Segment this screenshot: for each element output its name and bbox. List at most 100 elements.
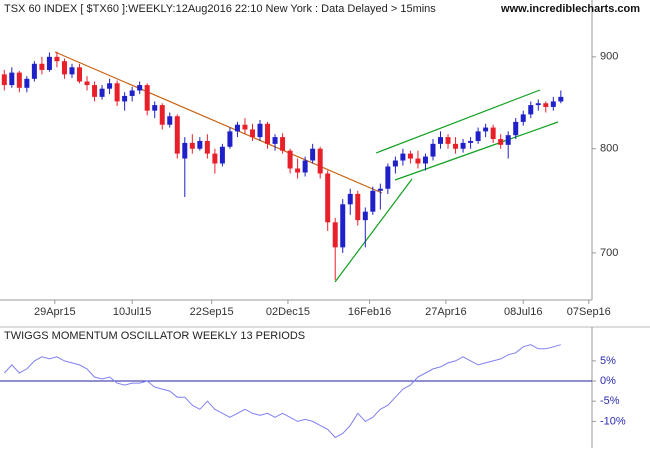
candle-body [332,222,338,248]
x-tick-label: 27Apr16 [425,306,467,318]
candle-body [107,83,113,89]
chart-title: TSX 60 INDEX [ $TX60 ]:WEEKLY:12Aug2016 … [4,3,436,15]
candle-body [204,140,210,154]
candle-body [445,137,451,144]
candle-body [39,63,45,70]
candle-body [385,166,391,189]
candle-body [430,143,436,157]
candle-body [31,63,37,79]
candle-body [362,211,368,221]
candle-body [407,153,413,159]
x-tick-label: 08Jul16 [504,306,543,318]
candle-body [310,148,316,161]
candle-body [392,160,398,167]
candle-body [302,160,308,173]
candle-body [317,148,323,174]
candle-body [249,129,255,138]
channel-bottom [394,121,559,181]
candle-body [438,137,444,144]
candle-body [182,142,188,159]
candle-body [129,90,135,96]
x-tick-label: 16Feb16 [348,306,391,318]
candle-body [174,116,180,154]
candle-body [122,95,128,102]
candle-body [325,173,331,223]
y-tick-label: 0% [600,375,616,387]
candle-body [189,142,195,149]
candle-body [219,146,225,164]
y-tick-label: -5% [600,395,620,407]
candle-body [242,124,248,130]
candle-body [272,137,278,144]
x-tick-label: 07Sep16 [567,306,611,318]
candle-body [513,121,519,136]
candle-body [295,168,301,173]
candle-body [1,74,7,86]
candle-body [197,140,203,149]
candle-body [543,103,549,107]
candle-body [46,56,52,70]
candle-body [377,188,383,191]
candle-body [212,153,218,164]
oscillator-line [3,344,561,439]
candle-body [16,72,22,88]
candle-body [152,105,158,111]
channel-top [375,89,541,154]
candle-body [159,105,165,125]
candle-body [137,85,143,91]
candle-body [558,96,564,102]
y-tick-label: 5% [600,355,616,367]
candle-body [265,123,271,144]
candle-body [400,153,406,161]
candle-body [468,140,474,143]
candle-body [77,67,83,82]
x-tick-label: 10Jul15 [113,306,152,318]
candle-body [483,127,489,132]
candle-body [347,193,353,205]
downtrend-line [54,51,383,194]
y-tick-label: 800 [600,143,618,155]
candle-body [505,135,511,145]
candle-body [92,85,98,97]
candle-body [24,78,30,88]
candle-body [167,116,173,125]
y-tick-label: 700 [600,247,618,259]
candle-body [114,83,120,102]
candle-body [460,142,466,149]
candle-body [9,72,15,86]
candle-body [227,131,233,147]
candle-body [453,143,459,149]
candle-body [54,56,60,62]
candle-body [528,105,534,115]
x-tick-label: 29Apr15 [34,306,76,318]
y-tick-label: 900 [600,51,618,63]
support-line [334,178,413,283]
candle-body [69,67,75,75]
candle-body [257,123,263,138]
x-tick-label: 22Sep15 [190,306,234,318]
candle-body [355,193,361,221]
candle-body [99,88,105,97]
candle-body [280,137,286,151]
candle-body [520,114,526,122]
candle-body [415,158,421,164]
candle-body [422,156,428,164]
y-tick-label: -10% [600,415,626,427]
oscillator-title: TWIGGS MOMENTUM OSCILLATOR WEEKLY 13 PER… [4,330,305,342]
candle-body [550,101,556,107]
candle-body [490,127,496,140]
candle-body [498,139,504,145]
candle-body [84,81,90,86]
candle-body [234,124,240,132]
candle-body [144,85,150,111]
candle-body [475,131,481,141]
candle-body [287,150,293,169]
candle-body [535,103,541,106]
candle-body [370,190,376,212]
source: www.incrediblecharts.com [500,3,640,15]
candle-body [340,204,346,248]
x-tick-label: 02Dec15 [266,306,310,318]
candle-body [61,61,67,75]
